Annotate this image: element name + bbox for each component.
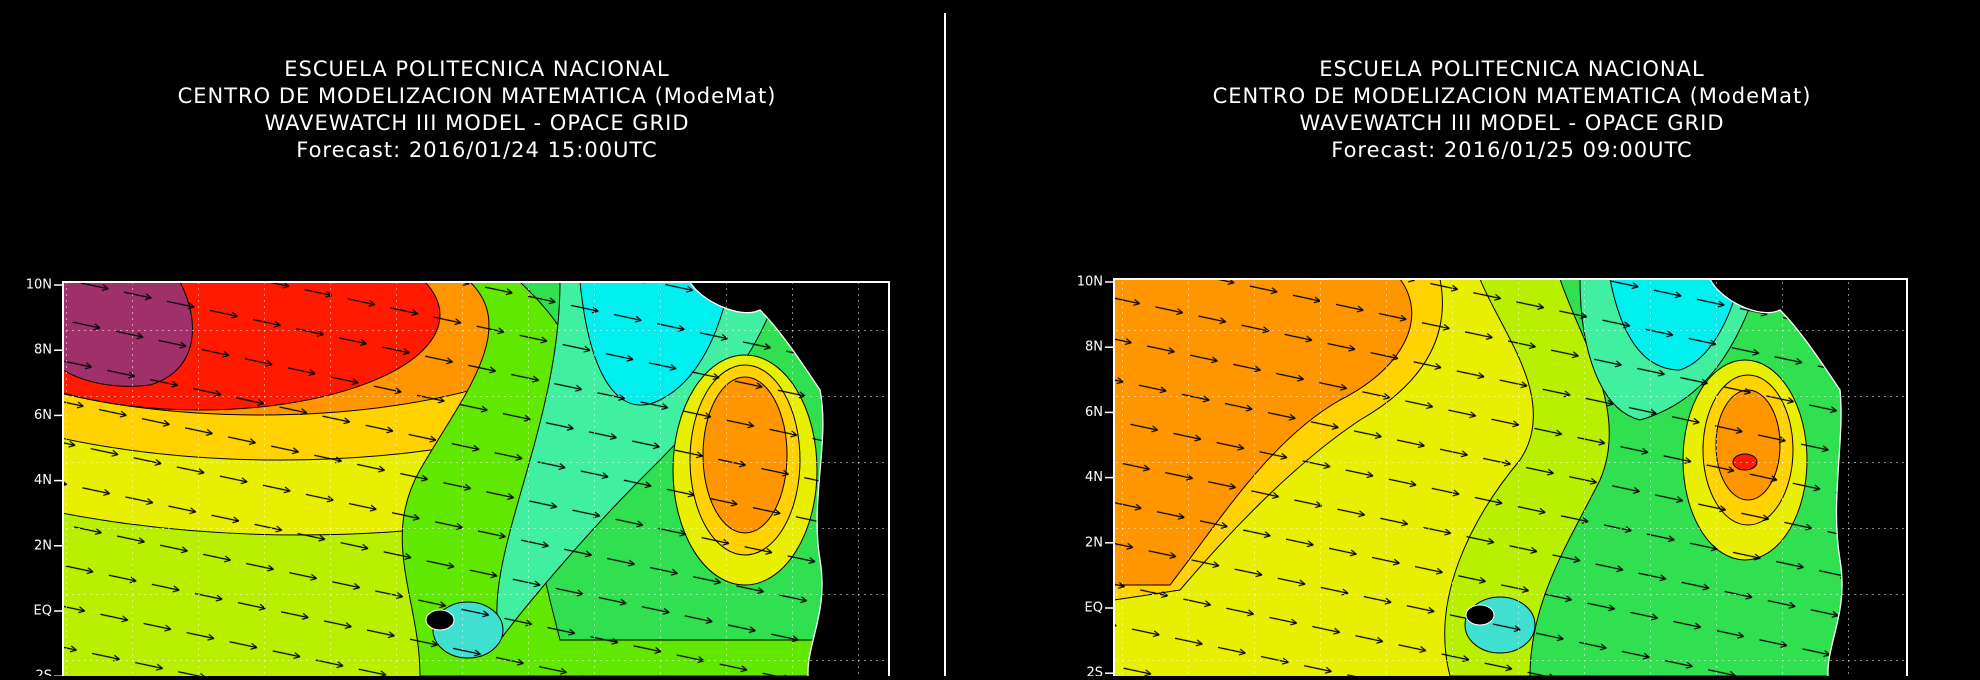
latitude-label: 10N — [1077, 275, 1103, 290]
latitude-label: 2S — [1086, 666, 1103, 676]
latitude-label: EQ — [1085, 601, 1103, 616]
wave-map-left — [63, 282, 889, 680]
latitude-label: 2N — [34, 538, 52, 553]
title-line: CENTRO DE MODELIZACION MATEMATICA (ModeM… — [1213, 84, 1812, 108]
latitude-label: EQ — [34, 604, 52, 619]
latitude-label: 6N — [1085, 405, 1103, 420]
wave-map-right — [1114, 279, 1907, 679]
title-line: Forecast: 2016/01/25 09:00UTC — [1331, 138, 1692, 162]
latitude-label: 6N — [34, 408, 52, 423]
latitude-label: 2N — [1085, 535, 1103, 550]
title-line: WAVEWATCH III MODEL - OPACE GRID — [1299, 111, 1724, 135]
title-line: ESCUELA POLITECNICA NACIONAL — [284, 57, 669, 81]
map-frame — [1113, 278, 1908, 680]
latitude-label: 10N — [26, 278, 52, 293]
title-line: ESCUELA POLITECNICA NACIONAL — [1319, 57, 1704, 81]
title-line: Forecast: 2016/01/24 15:00UTC — [296, 138, 657, 162]
latitude-label: 2S — [35, 669, 52, 676]
latitude-label: 8N — [34, 343, 52, 358]
map-frame — [62, 281, 890, 680]
latitude-label: 4N — [34, 473, 52, 488]
title-line: WAVEWATCH III MODEL - OPACE GRID — [264, 111, 689, 135]
title-line: CENTRO DE MODELIZACION MATEMATICA (ModeM… — [178, 84, 777, 108]
latitude-label: 4N — [1085, 470, 1103, 485]
latitude-label: 8N — [1085, 340, 1103, 355]
